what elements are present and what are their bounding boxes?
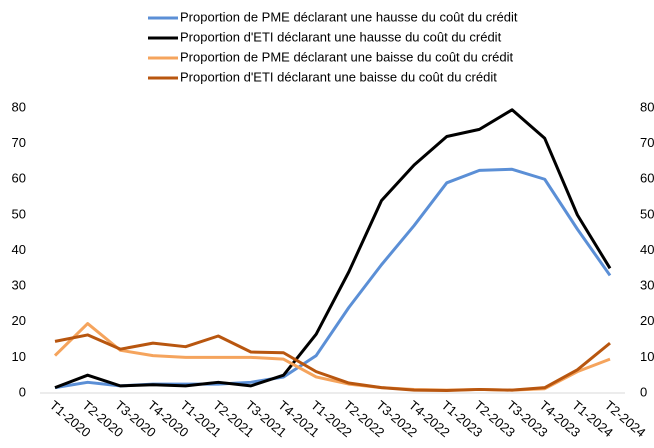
legend-label: Proportion d'ETI déclarant une baisse du…: [180, 69, 497, 84]
y2-tick-label: 20: [640, 313, 654, 328]
y-tick-label: 50: [12, 206, 26, 221]
y-tick-label: 30: [12, 278, 26, 293]
y-tick-label: 60: [12, 171, 26, 186]
y2-tick-label: 0: [640, 384, 647, 399]
y2-tick-label: 80: [640, 99, 654, 114]
y2-tick-label: 50: [640, 206, 654, 221]
y-tick-label: 10: [12, 349, 26, 364]
series-line: [54, 108, 612, 390]
y2-tick-label: 60: [640, 171, 654, 186]
y-tick-label: 80: [12, 99, 26, 114]
series-line: [54, 167, 612, 390]
legend-label: Proportion de PME déclarant une baisse d…: [180, 49, 514, 64]
y2-tick-label: 30: [640, 278, 654, 293]
y-tick-label: 40: [12, 242, 26, 257]
y-tick-label: 70: [12, 135, 26, 150]
y-tick-label: 20: [12, 313, 26, 328]
series-line: [54, 333, 611, 393]
y-tick-label: 0: [19, 384, 26, 399]
legend-label: Proportion de PME déclarant une hausse d…: [180, 9, 518, 24]
y2-tick-label: 70: [640, 135, 654, 150]
y2-tick-label: 40: [640, 242, 654, 257]
legend-label: Proportion d'ETI déclarant une hausse du…: [180, 29, 502, 44]
y2-tick-label: 10: [640, 349, 654, 364]
